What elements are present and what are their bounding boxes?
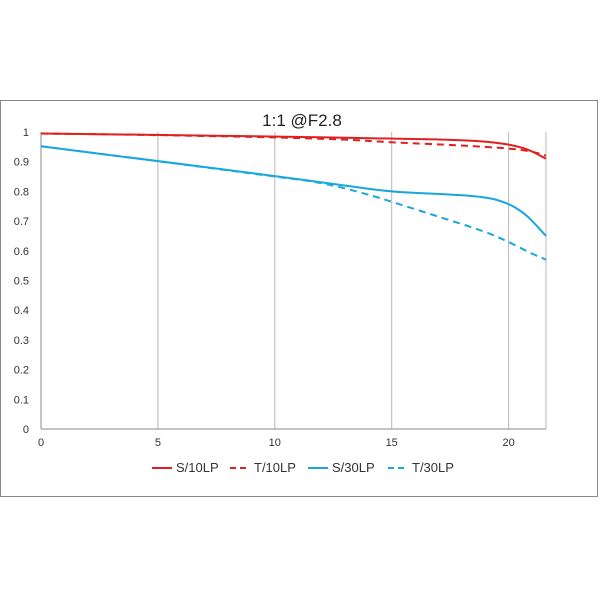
y-tick-label: 1 [23, 127, 29, 139]
y-tick-label: 0.3 [14, 335, 29, 347]
y-tick-label: 0.9 [14, 157, 29, 169]
series-lines [40, 132, 547, 261]
legend-label-1: T/10LP [254, 460, 296, 475]
series-line-3 [40, 145, 547, 261]
axes: 0 5 10 15 20 0 0.1 0.2 0.3 0.4 0.5 0.6 0.7 0.8 0.9 1 [14, 127, 546, 449]
x-tick-label: 5 [155, 437, 161, 449]
chart-title: 1:1 @F2.8 [262, 111, 342, 130]
y-tick-label: 0.4 [14, 305, 29, 317]
y-tick-label: 0.7 [14, 216, 29, 228]
legend-label-0: S/10LP [176, 460, 219, 475]
x-tick-label: 10 [269, 437, 281, 449]
series-line-1 [40, 132, 547, 157]
x-tick-label: 15 [386, 437, 398, 449]
y-tick-label: 0.5 [14, 276, 29, 288]
grid-lines [157, 132, 547, 429]
y-tick-label: 0.2 [14, 365, 29, 377]
y-tick-label: 0 [23, 424, 29, 436]
x-tick-label: 20 [502, 437, 514, 449]
chart-frame: 1:1 @F2.8 0 5 10 15 20 0 0.1 0.2 0.3 0.4 0.5 0.6 0.7… [0, 100, 598, 497]
legend-label-2: S/30LP [332, 460, 375, 475]
legend: S/10LP T/10LP S/30LP T/30LP [152, 460, 454, 475]
y-tick-label: 0.8 [14, 186, 29, 198]
y-tick-label: 0.6 [14, 246, 29, 258]
x-tick-label: 0 [38, 437, 44, 449]
series-line-2 [40, 145, 547, 237]
legend-label-3: T/30LP [412, 460, 454, 475]
mtf-chart: 1:1 @F2.8 0 5 10 15 20 0 0.1 0.2 0.3 0.4 0.5 0.6 0.7… [14, 111, 547, 475]
y-tick-label: 0.1 [14, 394, 29, 406]
